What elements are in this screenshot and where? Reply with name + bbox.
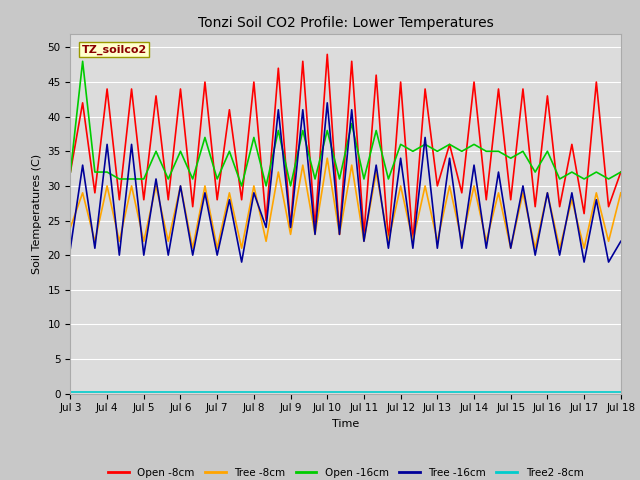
X-axis label: Time: Time — [332, 419, 359, 429]
Title: Tonzi Soil CO2 Profile: Lower Temperatures: Tonzi Soil CO2 Profile: Lower Temperatur… — [198, 16, 493, 30]
Y-axis label: Soil Temperatures (C): Soil Temperatures (C) — [32, 154, 42, 274]
Text: TZ_soilco2: TZ_soilco2 — [81, 44, 147, 55]
Legend: Open -8cm, Tree -8cm, Open -16cm, Tree -16cm, Tree2 -8cm: Open -8cm, Tree -8cm, Open -16cm, Tree -… — [104, 464, 588, 480]
